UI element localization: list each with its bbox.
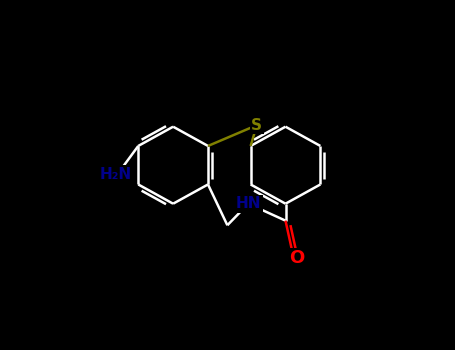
Text: O: O xyxy=(289,249,305,267)
Text: H₂N: H₂N xyxy=(100,167,132,182)
Text: S: S xyxy=(251,118,263,133)
Text: HN: HN xyxy=(236,196,261,211)
